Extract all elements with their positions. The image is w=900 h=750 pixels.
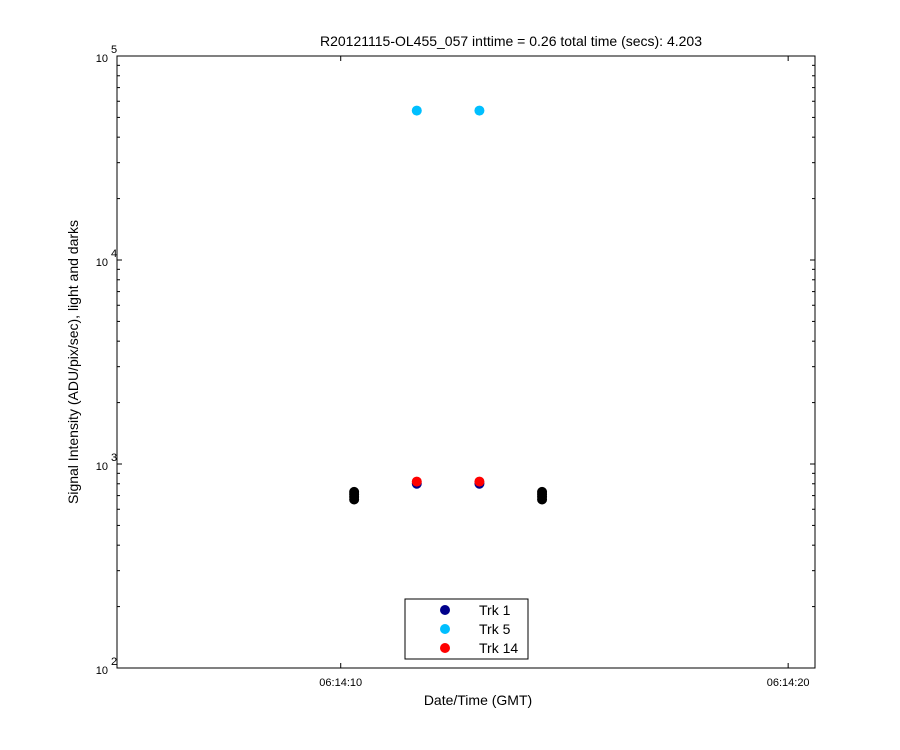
y-tick-label-exponent: 4: [111, 248, 117, 260]
y-tick-label-exponent: 3: [111, 452, 117, 464]
y-tick-label-exponent: 5: [111, 44, 117, 56]
legend-box: [404, 598, 529, 660]
x-tick-label: 06:14:20: [767, 677, 810, 689]
data-point: [411, 476, 422, 487]
data-point: [474, 105, 485, 116]
plot-area: [116, 55, 816, 669]
y-tick-label: 10: [96, 257, 108, 269]
chart-title: R20121115-OL455_057 inttime = 0.26 total…: [320, 33, 702, 49]
x-tick-label: 06:14:10: [319, 677, 362, 689]
dark-point: [537, 486, 548, 497]
axis-ticks: [117, 56, 815, 669]
y-tick-label-exponent: 2: [111, 656, 117, 668]
y-tick-label: 10: [96, 665, 108, 677]
y-tick-label: 10: [96, 53, 108, 65]
dark-point: [349, 486, 360, 497]
data-point: [474, 476, 485, 487]
legend-marker: [440, 605, 450, 615]
data-points: [349, 105, 548, 505]
y-axis-label: Signal Intensity (ADU/pix/sec), light an…: [65, 220, 81, 504]
data-point: [411, 105, 422, 116]
legend-entry: Trk 14: [479, 640, 518, 656]
legend-entry: Trk 5: [479, 621, 511, 637]
y-tick-label: 10: [96, 461, 108, 473]
x-axis-label: Date/Time (GMT): [424, 692, 532, 708]
legend-marker: [440, 624, 450, 634]
legend: Trk 1 Trk 5 Trk 14: [404, 598, 529, 660]
legend-marker: [440, 643, 450, 653]
legend-entry: Trk 1: [479, 602, 511, 618]
